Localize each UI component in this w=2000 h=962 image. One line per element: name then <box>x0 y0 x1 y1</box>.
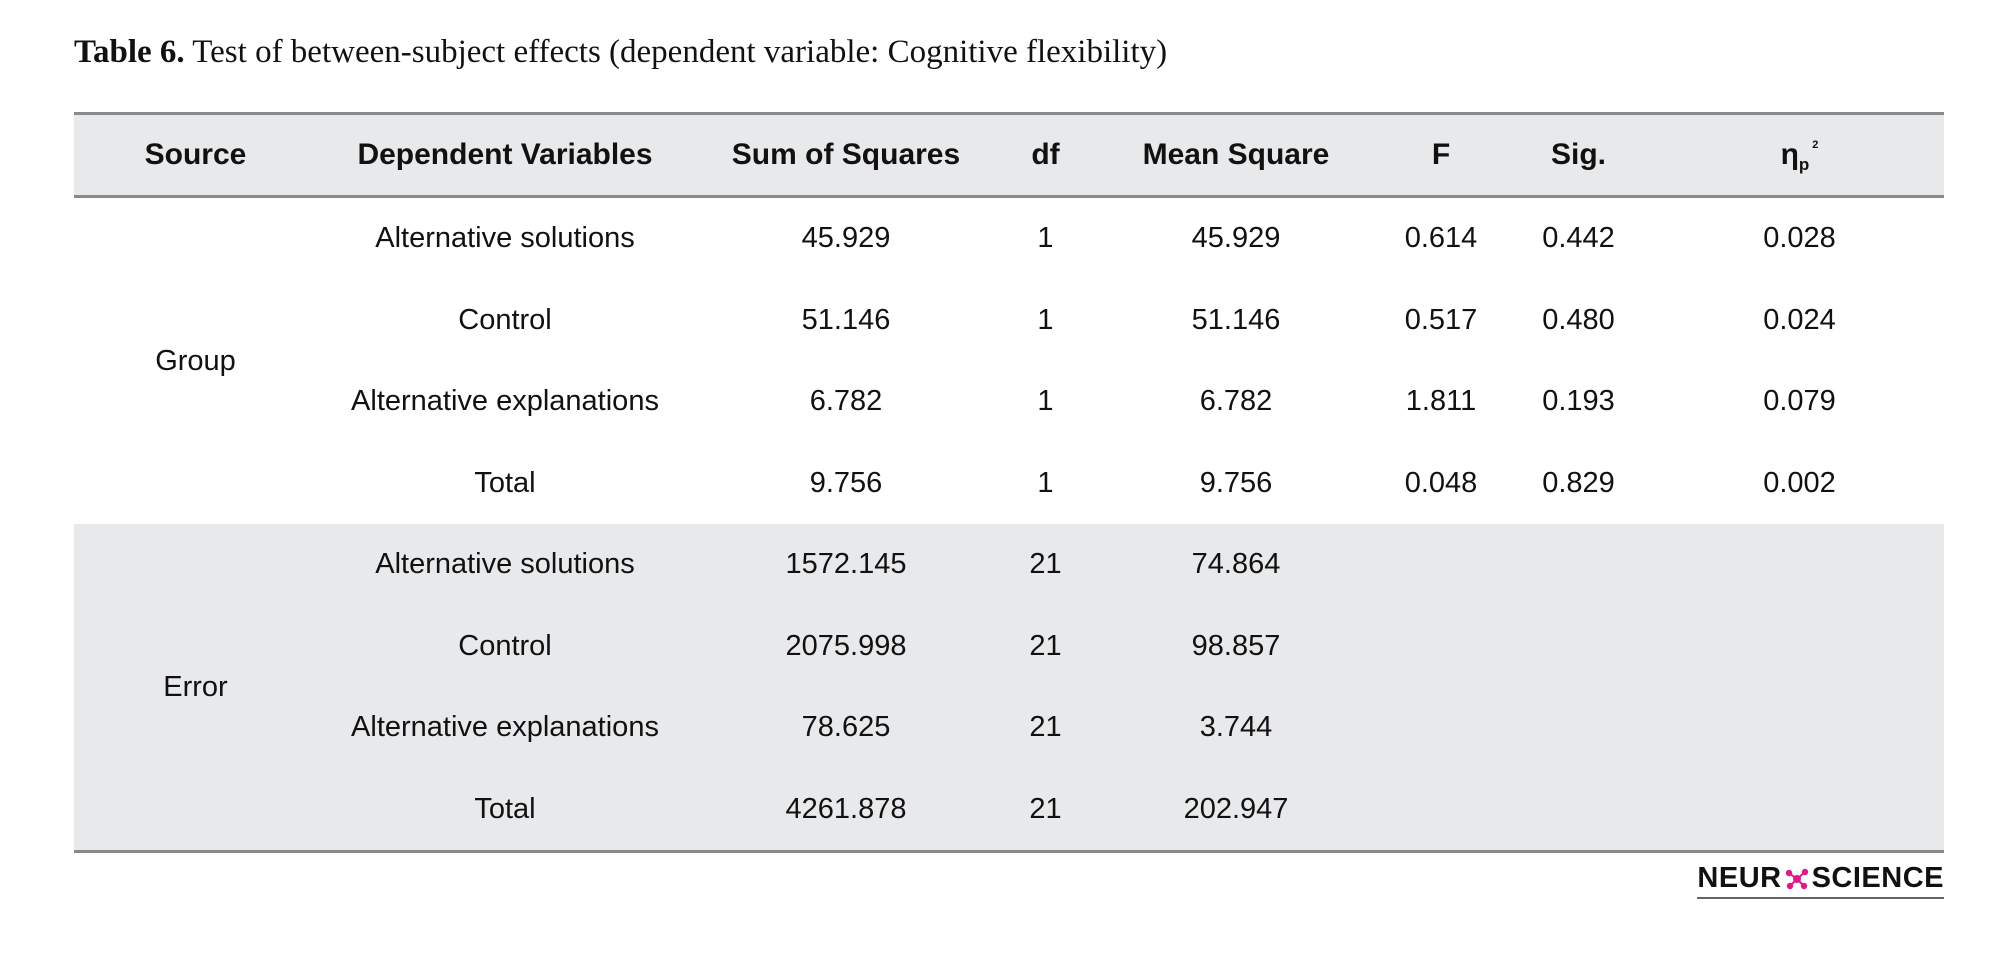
cell-eta: 0.024 <box>1763 303 1836 336</box>
table-caption-label: Table 6. <box>74 34 185 70</box>
cell-sig: 0.442 <box>1542 222 1615 255</box>
cell-ms: 9.756 <box>1199 466 1273 499</box>
cell-dv: Alternative solutions <box>317 524 693 606</box>
cell-sig <box>1502 687 1655 769</box>
table-row: Control 51.146 1 51.146 0.517 0.480 0.02… <box>74 280 1944 362</box>
cell-ms: 3.744 <box>1092 687 1380 769</box>
cell-sig <box>1502 605 1655 687</box>
header-sig: Sig. <box>1502 112 1655 198</box>
header-partial-eta-squared: ηp2 <box>1655 112 1944 198</box>
cell-df: 1 <box>1037 303 1054 336</box>
cell-ss: 51.146 <box>801 303 891 336</box>
cell-df: 1 <box>1037 385 1054 418</box>
cell-ms: 74.864 <box>1092 524 1380 606</box>
eta-letter: η <box>1780 138 1799 171</box>
cell-df: 1 <box>1037 466 1054 499</box>
header-df: df <box>999 112 1092 198</box>
table-row: Error Alternative solutions 1572.145 21 … <box>74 524 1944 853</box>
cell-ss: 4261.878 <box>693 768 999 853</box>
cell-ms: 51.146 <box>1191 303 1281 336</box>
table-caption-text: Test of between-subject effects (depende… <box>184 34 1168 70</box>
table-row: Group Alternative solutions 45.929 1 45.… <box>74 197 1944 376</box>
cell-df: 21 <box>999 524 1092 606</box>
logo-text-left: NEUR <box>1697 862 1782 894</box>
cell-eta: 0.002 <box>1763 466 1836 499</box>
neuroscience-logo: NEUR SCIENCE <box>1697 862 1944 899</box>
cell-dv: Control <box>458 303 552 336</box>
table-caption: Table 6. Test of between-subject effects… <box>74 34 1167 71</box>
cell-ss: 6.782 <box>809 385 883 418</box>
cell-df: 21 <box>999 687 1092 769</box>
cell-ss: 2075.998 <box>693 605 999 687</box>
cell-eta: 0.079 <box>1763 385 1836 418</box>
cell-ss: 9.756 <box>809 466 883 499</box>
cell-dv: Alternative solutions <box>375 222 635 255</box>
table-row: Alternative explanations 78.625 21 3.744 <box>74 687 1944 769</box>
cell-eta <box>1655 524 1944 606</box>
header-source: Source <box>74 112 317 198</box>
cell-eta: 0.028 <box>1763 222 1836 255</box>
table-row: Control 2075.998 21 98.857 <box>74 605 1944 687</box>
cell-sig <box>1502 524 1655 606</box>
cell-f: 0.614 <box>1404 222 1478 255</box>
cell-eta <box>1655 768 1944 853</box>
eta-superscript: 2 <box>1812 139 1819 151</box>
cell-dv: Alternative explanations <box>351 385 659 418</box>
header-f: F <box>1380 112 1502 198</box>
eta-symbol: ηp2 <box>1780 138 1819 174</box>
cell-ss: 1572.145 <box>693 524 999 606</box>
table-row: Total 9.756 1 9.756 0.048 0.829 0.002 <box>74 443 1944 525</box>
anova-table: Source Dependent Variables Sum of Square… <box>74 112 1944 853</box>
cell-f <box>1380 524 1502 606</box>
cell-ms: 98.857 <box>1092 605 1380 687</box>
cell-ss: 45.929 <box>801 222 891 255</box>
cell-df: 21 <box>999 768 1092 853</box>
cell-df: 1 <box>1037 222 1054 255</box>
logo-text-right: SCIENCE <box>1811 862 1944 894</box>
cell-sig: 0.829 <box>1542 466 1615 499</box>
cell-sig <box>1502 768 1655 853</box>
cell-f <box>1380 605 1502 687</box>
header-row: Source Dependent Variables Sum of Square… <box>74 112 1944 198</box>
eta-subscript: p <box>1798 155 1810 174</box>
cell-df: 21 <box>999 605 1092 687</box>
header-dependent-variables: Dependent Variables <box>317 112 693 198</box>
table-row: Alternative explanations 6.782 1 6.782 1… <box>74 361 1944 443</box>
cell-sig: 0.193 <box>1542 385 1615 418</box>
table-row: Total 4261.878 21 202.947 <box>74 768 1944 853</box>
cell-eta <box>1655 687 1944 769</box>
source-group: Group <box>155 344 236 377</box>
source-error: Error <box>74 524 317 853</box>
cell-f: 0.517 <box>1404 303 1478 336</box>
cell-f <box>1380 768 1502 853</box>
cell-f: 1.811 <box>1405 385 1477 418</box>
cell-eta <box>1655 605 1944 687</box>
cell-dv: Total <box>474 466 536 499</box>
cell-dv: Total <box>317 768 693 853</box>
molecule-icon <box>1785 868 1808 889</box>
cell-ms: 6.782 <box>1199 385 1273 418</box>
cell-dv: Alternative explanations <box>317 687 693 769</box>
cell-f <box>1380 687 1502 769</box>
cell-dv: Control <box>317 605 693 687</box>
header-mean-square: Mean Square <box>1092 112 1380 198</box>
cell-f: 0.048 <box>1404 466 1478 499</box>
header-sum-of-squares: Sum of Squares <box>693 112 999 198</box>
cell-ms: 202.947 <box>1092 768 1380 853</box>
cell-ss: 78.625 <box>693 687 999 769</box>
cell-sig: 0.480 <box>1542 303 1615 336</box>
cell-ms: 45.929 <box>1191 222 1281 255</box>
